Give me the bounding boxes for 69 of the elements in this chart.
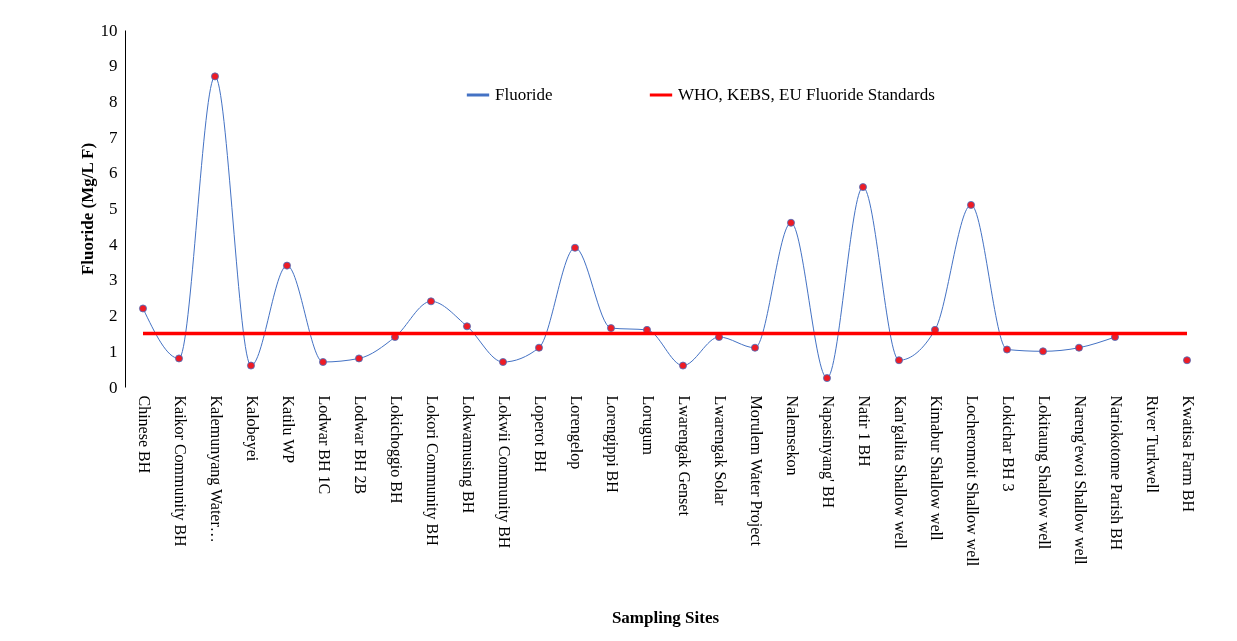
x-tick-label: Napasinyang' BH: [818, 395, 837, 509]
point: [1075, 343, 1083, 352]
x-tick-label: Lorugum: [638, 395, 657, 456]
y-tick-label: 6: [109, 163, 118, 183]
y-tick-label: 4: [109, 234, 118, 254]
point: [1183, 356, 1191, 365]
y-tick-label: 9: [109, 56, 118, 76]
x-tick-label: Lodwar BH 2B: [351, 395, 369, 495]
point: [967, 201, 975, 209]
x-tick-label: Kan'galita Shallow well: [890, 395, 909, 550]
point: [175, 354, 183, 363]
x-tick-label: River Turkwell: [1143, 395, 1161, 494]
point: [571, 243, 579, 252]
y-tick-label: 8: [109, 91, 118, 111]
point: [427, 297, 435, 306]
point: [895, 356, 903, 365]
x-tick-label: Katilu WP: [279, 395, 297, 464]
point: [139, 304, 147, 313]
x-tick-label: Lorengippi BH: [602, 395, 621, 494]
x-tick-label: Lokichoggio BH: [386, 395, 405, 504]
x-tick-label: Lwarengak Genset: [674, 395, 693, 517]
point: [859, 183, 867, 192]
y-tick-label: 0: [109, 377, 118, 397]
point: [1039, 347, 1047, 356]
point: [463, 322, 471, 331]
point: [247, 361, 255, 370]
x-tick-label: Nareng'ewoi Shallow well: [1070, 395, 1089, 566]
x-tick-label: Loperot BH: [530, 395, 549, 473]
x-tick-label: Chinese BH: [135, 395, 153, 474]
point: [1003, 345, 1011, 354]
y-tick-label: 10: [100, 20, 118, 40]
x-tick-label: Lokwii Community BH: [494, 395, 513, 549]
y-axis-title: Fluoride (Mg/L F): [77, 142, 97, 276]
point: [211, 72, 219, 81]
y-tick-label: 3: [109, 270, 118, 290]
x-tick-label: Kwatisa Farm BH: [1179, 395, 1197, 513]
x-tick-label: Lokichar BH 3: [999, 395, 1017, 492]
x-tick-label: Morulem Water Project: [746, 395, 765, 547]
x-tick-label: Kalobeyei: [242, 395, 261, 462]
x-tick-label: Nalemsekon: [783, 395, 801, 476]
y-tick-label: 2: [109, 306, 118, 326]
x-tick-label: Lorengelop: [566, 395, 585, 470]
x-tick-label: Lokitaung Shallow well: [1034, 395, 1053, 550]
x-tick-label: Kimabur Shallow well: [927, 395, 945, 541]
point: [751, 343, 759, 352]
point: [499, 358, 507, 366]
x-tick-label: Lodwar BH 1C: [315, 395, 333, 495]
y-tick-label: 5: [109, 199, 118, 218]
x-axis-title: Sampling Sites: [611, 607, 720, 627]
x-tick-label: Lokori Community BH: [422, 395, 441, 547]
x-tick-label: Lwarengak Solar: [710, 395, 729, 506]
legend-label: WHO, KEBS, EU Fluoride Standards: [678, 85, 935, 104]
x-tick-label: Locheromoit Shallow well: [963, 395, 981, 567]
x-tick-label: Natir 1 BH: [855, 395, 873, 468]
point: [355, 354, 363, 363]
legend-label: Fluoride: [495, 85, 553, 104]
x-tick-label: Nariokotome Parish BH: [1107, 395, 1125, 551]
point: [535, 343, 543, 352]
y-tick-label: 7: [109, 127, 118, 147]
x-tick-label: Kaikor Community BH: [170, 395, 189, 548]
point: [823, 374, 831, 382]
y-tick-label: 1: [109, 341, 118, 361]
x-tick-label: Lokwamusing BH: [458, 395, 477, 514]
x-tick-label: Kalemunyang Water…: [206, 395, 225, 543]
point: [679, 361, 687, 370]
point: [283, 261, 291, 270]
point: [787, 218, 795, 227]
point: [319, 358, 327, 366]
point: [607, 324, 615, 333]
